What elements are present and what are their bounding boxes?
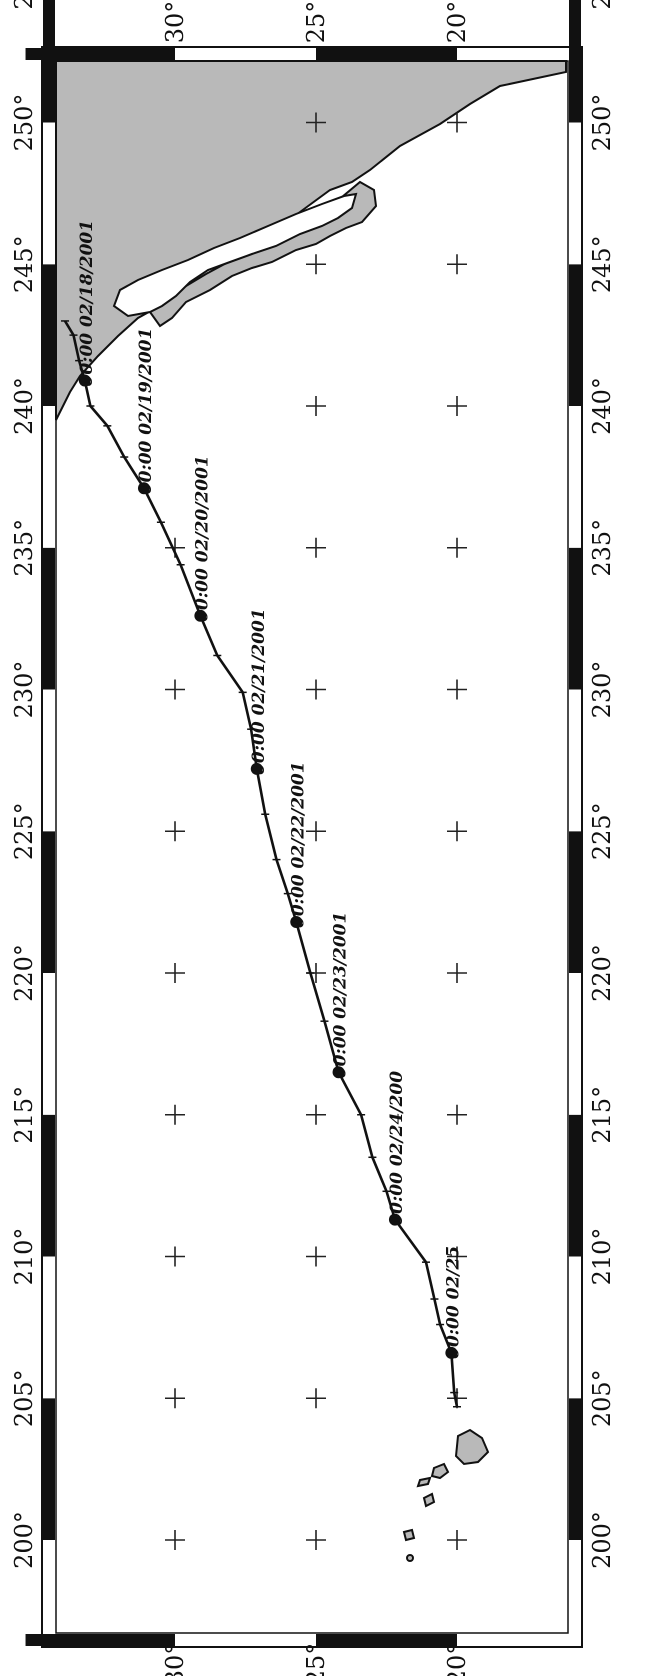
frame-bar-left: [43, 406, 55, 548]
longitude-label: 230°: [588, 661, 616, 719]
track-marker: [332, 1066, 345, 1079]
frame-bar-right: [569, 122, 581, 265]
frame-bar-left: [43, 122, 55, 265]
frame-bar-right: [569, 973, 581, 1115]
island-molokai: [416, 1476, 432, 1488]
frame-bar-top: [175, 48, 316, 60]
graticule: [165, 112, 467, 1550]
track-marker: [445, 1346, 458, 1359]
frame-bar-right: [569, 1398, 581, 1540]
frame-bar-left: [43, 689, 55, 832]
latitude-label: 20°: [443, 1643, 471, 1676]
longitude-label: 255°: [10, 0, 38, 10]
longitude-label: 245°: [588, 235, 616, 293]
frame-bar-right: [569, 547, 581, 690]
frame-bar-top: [457, 48, 517, 60]
longitude-label: 220°: [588, 944, 616, 1002]
frame-bar-right: [569, 406, 581, 548]
frame-bar-right: [569, 831, 581, 973]
gulf-water: [112, 192, 358, 318]
island-oahu: [422, 1492, 436, 1508]
longitude-label: 200°: [588, 1511, 616, 1569]
island-niihau: [406, 1554, 414, 1562]
longitude-label: 225°: [588, 802, 616, 860]
longitude-label: 250°: [588, 94, 616, 152]
track-marker-label: 00:00 02/22/2001: [288, 761, 308, 928]
track-marker: [250, 762, 263, 775]
latitude-label: 20°: [443, 1, 471, 44]
land-layer: [55, 60, 567, 421]
track-marker-label: 00:00 02/18/2001: [77, 220, 97, 387]
track-marker-label: 00:00 02/19/2001: [136, 328, 156, 495]
frame-bar-left: [43, 1114, 55, 1257]
trajectory-line: [63, 320, 459, 1408]
track-marker: [78, 374, 91, 387]
longitude-label: 220°: [10, 944, 38, 1002]
frame-bar-left: [43, 264, 55, 406]
longitude-label: 230°: [10, 661, 38, 719]
frame-bar-left: [43, 547, 55, 690]
longitude-label: 250°: [10, 94, 38, 152]
frame-bar-right: [569, 1114, 581, 1257]
latitude-labels-top: 20° 25° 30°: [161, 1, 471, 44]
daily-markers: 00:00 02/18/2001 00:00 02/19/2001 00:00 02…: [77, 220, 463, 1359]
track-marker-label: 00:00 02/25: [443, 1246, 463, 1359]
longitude-label: 200°: [10, 1511, 38, 1569]
track-marker-label: 00:00 02/23/2001: [331, 912, 351, 1079]
longitude-labels-right: 200° 205° 210° 215° 220° 225° 230° 235° 240° 245°…: [588, 0, 616, 1569]
track-marker-label: 00:00 02/20/2001: [192, 455, 212, 622]
island-kauai: [402, 1528, 416, 1542]
latitude-label: 25°: [302, 1, 330, 44]
frame-ticks: [25, 0, 581, 1646]
frame-bar-right: [569, 1256, 581, 1399]
longitude-label: 210°: [588, 1228, 616, 1286]
track-marker: [388, 1213, 401, 1226]
track-marker-label: 00:00 02/21/2001: [249, 608, 269, 775]
latitude-label: 30°: [161, 1643, 189, 1676]
frame-bar-right: [569, 264, 581, 406]
frame-bar-left: [43, 973, 55, 1115]
frame-bar-left: [43, 1256, 55, 1399]
track-marker: [194, 609, 207, 622]
frame-bar-top: [25, 48, 175, 60]
longitude-label: 205°: [588, 1369, 616, 1427]
map-frame-outer: [41, 46, 583, 1648]
frame-bar-top: [316, 48, 457, 60]
track-marker: [137, 482, 150, 495]
longitude-label: 210°: [10, 1228, 38, 1286]
longitude-label: 240°: [588, 377, 616, 435]
longitude-label: 255°: [588, 0, 616, 10]
longitude-label: 205°: [10, 1369, 38, 1427]
longitude-labels-left: 200° 205° 210° 215° 220° 225° 230° 235° 240° 245°…: [10, 0, 38, 1569]
longitude-label: 225°: [10, 802, 38, 860]
latitude-label: 30°: [161, 1, 189, 44]
latitude-labels-bottom: 20° 25° 30°: [161, 1643, 471, 1676]
frame-bar-bottom: [457, 1634, 517, 1646]
frame-bar-right: [569, 0, 581, 123]
frame-bar-bottom: [25, 1634, 175, 1646]
frame-bar-bottom: [175, 1634, 316, 1646]
longitude-label: 235°: [588, 519, 616, 577]
longitude-label: 215°: [588, 1086, 616, 1144]
longitude-label: 240°: [10, 377, 38, 435]
frame-bar-left: [43, 1398, 55, 1540]
hawaiian-islands: [402, 1428, 490, 1562]
island-big: [454, 1428, 490, 1466]
track-marker: [290, 915, 303, 928]
trajectory-ticks: [61, 320, 461, 1408]
frame-bar-bottom: [316, 1634, 457, 1646]
latitude-label: 25°: [302, 1643, 330, 1676]
frame-bar-left: [43, 831, 55, 973]
frame-bar-left: [43, 0, 55, 123]
frame-bar-right: [569, 689, 581, 832]
island-maui: [430, 1462, 450, 1480]
track-marker-label: 00:00 02/24/200: [387, 1071, 407, 1226]
longitude-label: 235°: [10, 519, 38, 577]
longitude-label: 245°: [10, 235, 38, 293]
longitude-label: 215°: [10, 1086, 38, 1144]
